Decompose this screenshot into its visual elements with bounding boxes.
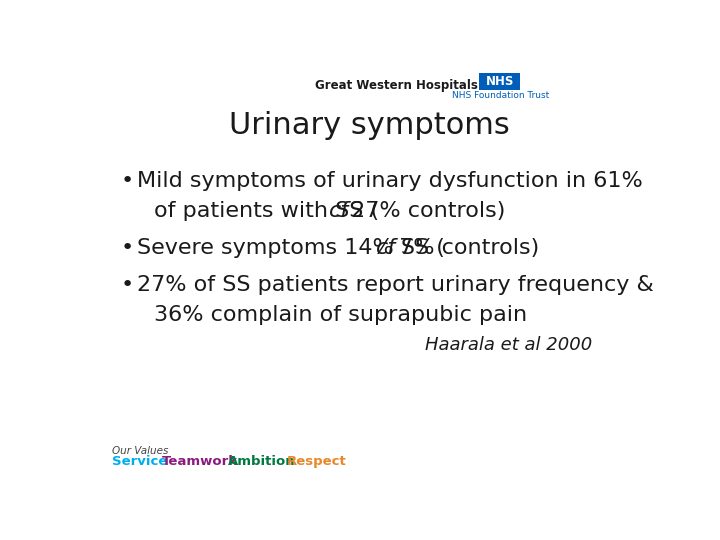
Text: Teamwork: Teamwork (162, 455, 238, 468)
Text: of patients with SS (: of patients with SS ( (154, 201, 379, 221)
Text: Ambition: Ambition (228, 455, 295, 468)
Text: 27% of SS patients report urinary frequency &: 27% of SS patients report urinary freque… (138, 275, 654, 295)
Text: Severe symptoms 14% SS (: Severe symptoms 14% SS ( (138, 238, 445, 258)
Text: NHS: NHS (486, 75, 514, 88)
Text: Urinary symptoms: Urinary symptoms (229, 111, 509, 140)
Text: Haarala et al 2000: Haarala et al 2000 (425, 336, 593, 354)
Text: Respect: Respect (287, 455, 346, 468)
Text: 27% controls): 27% controls) (344, 201, 505, 221)
Text: NHS Foundation Trust: NHS Foundation Trust (451, 91, 549, 99)
Text: •: • (121, 238, 134, 258)
Text: Service: Service (112, 455, 168, 468)
Text: 7% controls): 7% controls) (392, 238, 539, 258)
Text: cf: cf (328, 201, 348, 221)
Text: •: • (121, 171, 134, 191)
Text: •: • (121, 275, 134, 295)
Text: Mild symptoms of urinary dysfunction in 61%: Mild symptoms of urinary dysfunction in … (138, 171, 643, 191)
FancyBboxPatch shape (480, 73, 521, 90)
Text: 36% complain of suprapubic pain: 36% complain of suprapubic pain (154, 305, 527, 325)
Text: cf: cf (376, 238, 396, 258)
Text: Great Western Hospitals: Great Western Hospitals (315, 79, 478, 92)
Text: Our Values: Our Values (112, 446, 168, 456)
